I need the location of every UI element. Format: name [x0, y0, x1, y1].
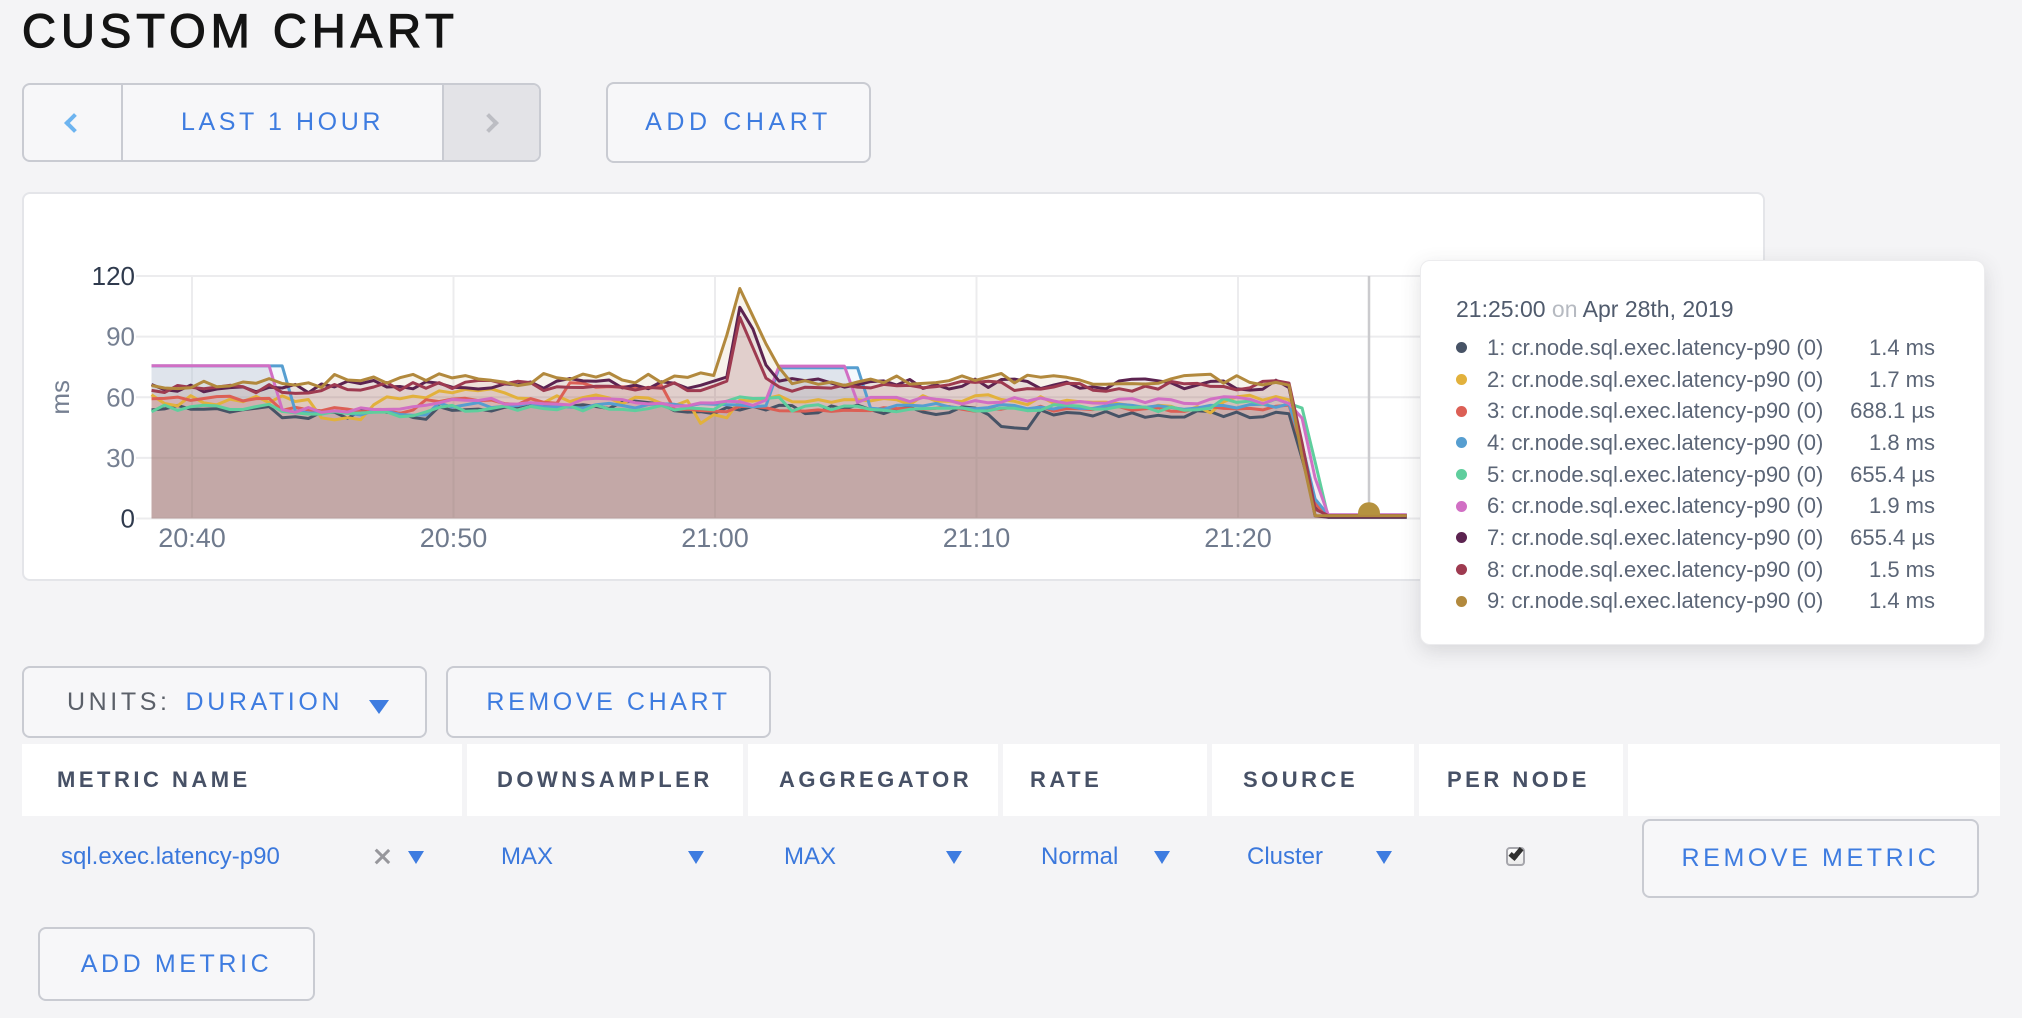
svg-text:21:20: 21:20 — [1204, 523, 1272, 553]
svg-text:30: 30 — [106, 443, 135, 473]
svg-text:0: 0 — [121, 504, 135, 534]
svg-text:60: 60 — [106, 382, 135, 412]
svg-text:20:50: 20:50 — [420, 523, 488, 553]
svg-text:ms: ms — [45, 380, 75, 415]
svg-text:20:40: 20:40 — [158, 523, 226, 553]
svg-text:21:10: 21:10 — [943, 523, 1011, 553]
svg-text:21:00: 21:00 — [681, 523, 749, 553]
svg-text:90: 90 — [106, 322, 135, 352]
svg-text:120: 120 — [92, 261, 135, 291]
